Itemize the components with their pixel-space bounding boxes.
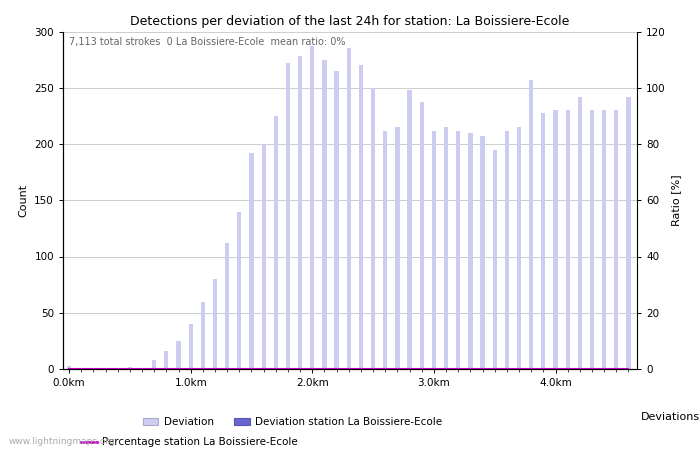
Bar (201, 302, 205, 369)
Bar (298, 56, 302, 369)
Bar (541, 112, 545, 369)
Bar (262, 144, 266, 369)
Bar (383, 130, 387, 369)
Bar (286, 63, 290, 369)
Bar (395, 127, 400, 369)
Bar (176, 341, 181, 369)
Bar (614, 110, 619, 369)
Bar (468, 133, 472, 369)
Bar (128, 367, 132, 369)
Bar (164, 351, 169, 369)
Bar (432, 130, 436, 369)
Bar (602, 110, 606, 369)
Bar (237, 212, 241, 369)
Legend: Percentage station La Boissiere-Ecole: Percentage station La Boissiere-Ecole (77, 433, 302, 450)
Text: Deviations: Deviations (640, 412, 699, 422)
Bar (566, 110, 570, 369)
Text: www.lightningmaps.org: www.lightningmaps.org (8, 437, 115, 446)
Bar (274, 116, 278, 369)
Bar (371, 88, 375, 369)
Bar (407, 90, 412, 369)
Text: 7,113 total strokes  0 La Boissiere-Ecole  mean ratio: 0%: 7,113 total strokes 0 La Boissiere-Ecole… (69, 36, 345, 46)
Bar (480, 136, 484, 369)
Bar (188, 324, 193, 369)
Bar (529, 80, 533, 369)
Bar (626, 97, 631, 369)
Bar (322, 59, 327, 369)
Bar (249, 153, 253, 369)
Bar (213, 279, 217, 369)
Bar (456, 130, 461, 369)
Bar (517, 127, 522, 369)
Bar (590, 110, 594, 369)
Bar (310, 46, 314, 369)
Bar (493, 149, 497, 369)
Bar (335, 71, 339, 369)
Bar (67, 365, 71, 369)
Bar (225, 243, 230, 369)
Bar (346, 49, 351, 369)
Bar (152, 360, 156, 369)
Bar (554, 110, 558, 369)
Title: Detections per deviation of the last 24h for station: La Boissiere-Ecole: Detections per deviation of the last 24h… (130, 14, 570, 27)
Y-axis label: Count: Count (19, 184, 29, 217)
Y-axis label: Ratio [%]: Ratio [%] (671, 175, 681, 226)
Bar (359, 65, 363, 369)
Bar (505, 130, 509, 369)
Bar (578, 97, 582, 369)
Bar (419, 103, 424, 369)
Bar (444, 127, 448, 369)
